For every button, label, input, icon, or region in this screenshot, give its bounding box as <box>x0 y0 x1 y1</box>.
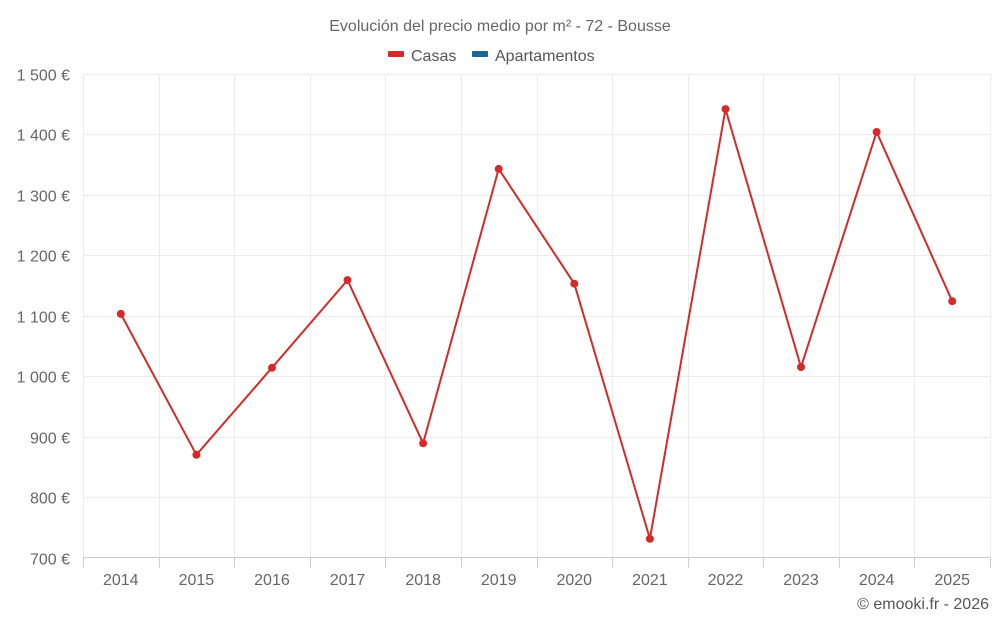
data-point-casas-2016[interactable] <box>268 363 276 372</box>
data-point-casas-2015[interactable] <box>192 450 201 459</box>
x-tick-label: 2021 <box>632 572 668 589</box>
x-axis-tick-labels: 2014 2015 2016 2017 2018 2019 2020 2021 2022 2023… <box>83 557 991 589</box>
y-tick-label: 1 300 € <box>17 189 70 206</box>
legend-label-casas[interactable]: Casas <box>411 48 456 65</box>
data-point-casas-2023[interactable] <box>797 363 805 372</box>
legend-swatch-apartamentos[interactable] <box>472 51 488 57</box>
horizontal-gridlines <box>83 74 990 498</box>
chart-title: Evolución del precio medio por m² - 72 -… <box>329 18 671 35</box>
x-tick-label: 2022 <box>708 572 744 589</box>
x-tick-label: 2016 <box>254 572 290 589</box>
y-tick-label: 700 € <box>30 552 70 569</box>
vertical-gridlines <box>83 74 991 558</box>
x-tick-label: 2019 <box>481 572 517 589</box>
x-tick-label: 2024 <box>859 572 895 589</box>
x-tick-label: 2014 <box>103 572 139 589</box>
y-tick-label: 1 200 € <box>17 249 70 266</box>
data-point-casas-2017[interactable] <box>343 276 352 285</box>
legend-label-apartamentos[interactable]: Apartamentos <box>495 48 595 65</box>
y-axis-tick-labels: 700 € 800 € 900 € 1 000 € 1 100 € 1 200 € 1 30… <box>17 68 70 569</box>
credit-text[interactable]: © emooki.fr - 2026 <box>857 596 989 613</box>
x-tick-label: 2018 <box>405 572 441 589</box>
x-tick-label: 2015 <box>179 572 215 589</box>
x-tick-label: 2023 <box>783 572 819 589</box>
data-point-casas-2025[interactable] <box>948 297 957 306</box>
y-tick-label: 1 400 € <box>17 128 70 145</box>
data-point-casas-2019[interactable] <box>494 164 503 173</box>
legend-swatch-casas[interactable] <box>388 51 404 57</box>
y-tick-label: 1 000 € <box>17 370 70 387</box>
data-point-casas-2020[interactable] <box>570 279 579 288</box>
y-tick-label: 1 100 € <box>17 310 70 327</box>
chart-legend: Casas Apartamentos <box>388 48 595 65</box>
data-point-casas-2024[interactable] <box>872 128 881 136</box>
y-tick-label: 800 € <box>30 491 70 508</box>
x-tick-label: 2020 <box>556 572 592 589</box>
series-casas <box>116 105 957 543</box>
x-tick-label: 2025 <box>934 572 970 589</box>
y-tick-label: 900 € <box>30 431 70 448</box>
series-line-casas <box>119 108 954 540</box>
y-tick-label: 1 500 € <box>17 68 70 85</box>
data-point-casas-2022[interactable] <box>721 105 730 114</box>
data-point-casas-2014[interactable] <box>116 309 125 318</box>
data-point-casas-2018[interactable] <box>419 439 428 448</box>
data-point-casas-2021[interactable] <box>645 534 654 543</box>
x-tick-label: 2017 <box>330 572 366 589</box>
